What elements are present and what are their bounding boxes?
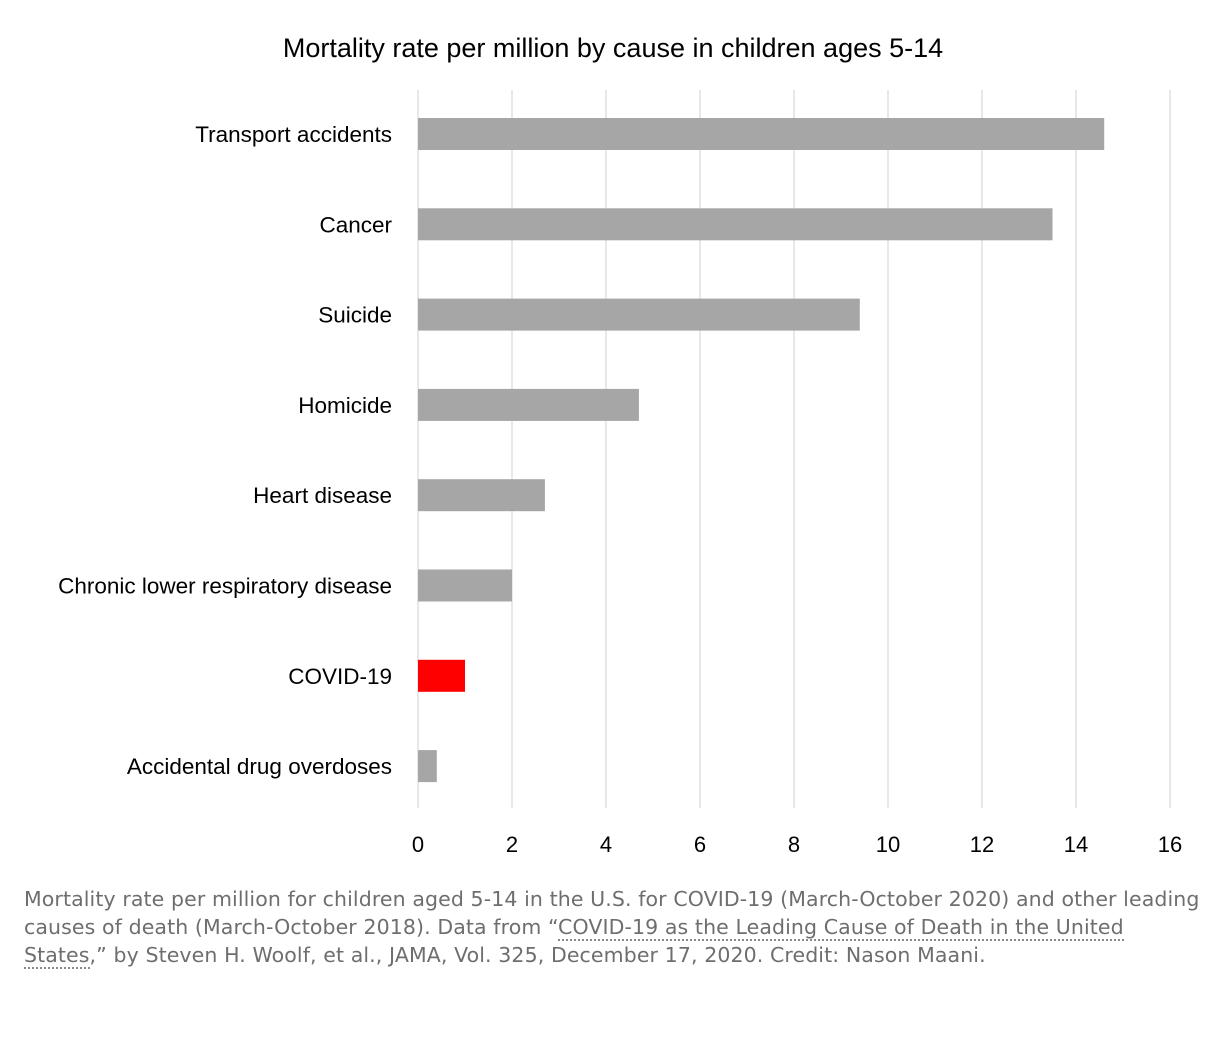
x-tick-label: 16 xyxy=(1158,832,1182,857)
bar xyxy=(418,388,639,421)
caption-text-after: ,” by Steven H. Woolf, et al., JAMA, Vol… xyxy=(89,943,986,967)
category-label: Cancer xyxy=(319,212,392,237)
caption-text-before: Mortality rate per million for children … xyxy=(24,887,1200,939)
bar xyxy=(418,118,1105,150)
category-label: Transport accidents xyxy=(195,122,392,147)
x-tick-label: 2 xyxy=(506,832,518,857)
chart-title: Mortality rate per million by cause in c… xyxy=(283,33,943,63)
category-label: Suicide xyxy=(318,303,392,328)
x-tick-label: 0 xyxy=(412,832,424,857)
category-label: Homicide xyxy=(298,393,392,418)
bar xyxy=(418,298,860,331)
x-tick-label: 14 xyxy=(1064,832,1088,857)
bar xyxy=(418,569,512,602)
x-tick-label: 10 xyxy=(876,832,900,857)
x-tick-label: 6 xyxy=(694,832,706,857)
figure-caption: Mortality rate per million for children … xyxy=(24,885,1204,969)
category-label: Heart disease xyxy=(253,483,392,508)
x-tick-label: 4 xyxy=(600,832,612,857)
gridlines xyxy=(417,90,1171,808)
bar xyxy=(418,479,545,512)
category-labels: Transport accidents Cancer Suicide Homicide… xyxy=(58,122,392,779)
bar-chart: Mortality rate per million by cause in c… xyxy=(58,33,1182,857)
x-tick-label: 12 xyxy=(970,832,994,857)
x-axis-tick-labels: 0 2 4 6 8 10 12 14 16 xyxy=(412,832,1182,857)
category-label: Accidental drug overdoses xyxy=(127,754,392,779)
caption-source-link[interactable]: COVID-19 as the Leading Cause of Death i… xyxy=(24,915,1124,969)
x-tick-label: 8 xyxy=(788,832,800,857)
bars xyxy=(418,118,1105,783)
category-label: COVID-19 xyxy=(288,664,392,689)
category-label: Chronic lower respiratory disease xyxy=(58,574,392,599)
bar xyxy=(418,208,1053,241)
bar xyxy=(418,659,465,692)
bar xyxy=(418,750,437,783)
